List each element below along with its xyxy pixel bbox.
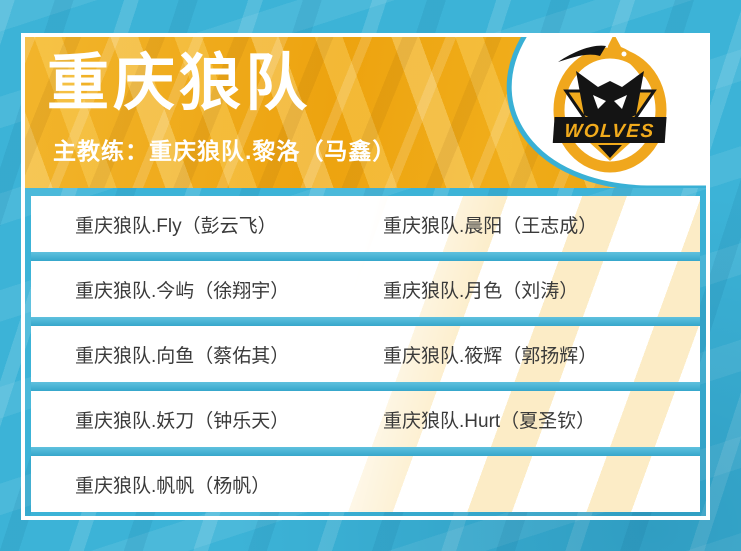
card-header: 重庆狼队 主教练：重庆狼队.黎洛（马鑫） (25, 37, 706, 188)
row-separator (31, 317, 700, 326)
roster-row-1: 重庆狼队.Fly（彭云飞） 重庆狼队.晨阳（王志成） (31, 196, 700, 252)
player-cell: 重庆狼队.向鱼（蔡佑其） (75, 345, 290, 367)
row-separator (31, 382, 700, 391)
player-cell: 重庆狼队.Fly（彭云飞） (75, 215, 277, 237)
row-separator (31, 447, 700, 456)
player-cell: 重庆狼队.妖刀（钟乐天） (75, 410, 290, 432)
wolves-logo-icon: WOLVES (552, 37, 667, 173)
row-separator (31, 252, 700, 261)
roster-row-2: 重庆狼队.今屿（徐翔宇） 重庆狼队.月色（刘涛） (31, 261, 700, 317)
player-cell: 重庆狼队.晨阳（王志成） (383, 215, 598, 237)
team-title: 重庆狼队 (47, 49, 312, 118)
roster-panel: 重庆狼队.Fly（彭云飞） 重庆狼队.晨阳（王志成） 重庆狼队.今屿（徐翔宇） … (31, 196, 700, 512)
roster-row-3: 重庆狼队.向鱼（蔡佑其） 重庆狼队.筱辉（郭扬辉） (31, 326, 700, 382)
header-logo-panel: WOLVES (506, 37, 706, 188)
player-cell: 重庆狼队.月色（刘涛） (383, 280, 579, 302)
card-frame: 重庆狼队 主教练：重庆狼队.黎洛（马鑫） (21, 33, 710, 520)
player-cell: 重庆狼队.Hurt（夏圣钦） (383, 410, 596, 432)
roster-row-4: 重庆狼队.妖刀（钟乐天） 重庆狼队.Hurt（夏圣钦） (31, 391, 700, 447)
roster-row-5: 重庆狼队.帆帆（杨帆） (31, 456, 700, 512)
player-cell: 重庆狼队.今屿（徐翔宇） (75, 280, 290, 302)
swoosh-blue-outline (506, 37, 706, 188)
wolves-wordmark: WOLVES (564, 121, 656, 142)
coach-line: 主教练：重庆狼队.黎洛（马鑫） (53, 138, 397, 164)
player-cell: 重庆狼队.筱辉（郭扬辉） (383, 345, 598, 367)
player-cell: 重庆狼队.帆帆（杨帆） (75, 475, 271, 497)
